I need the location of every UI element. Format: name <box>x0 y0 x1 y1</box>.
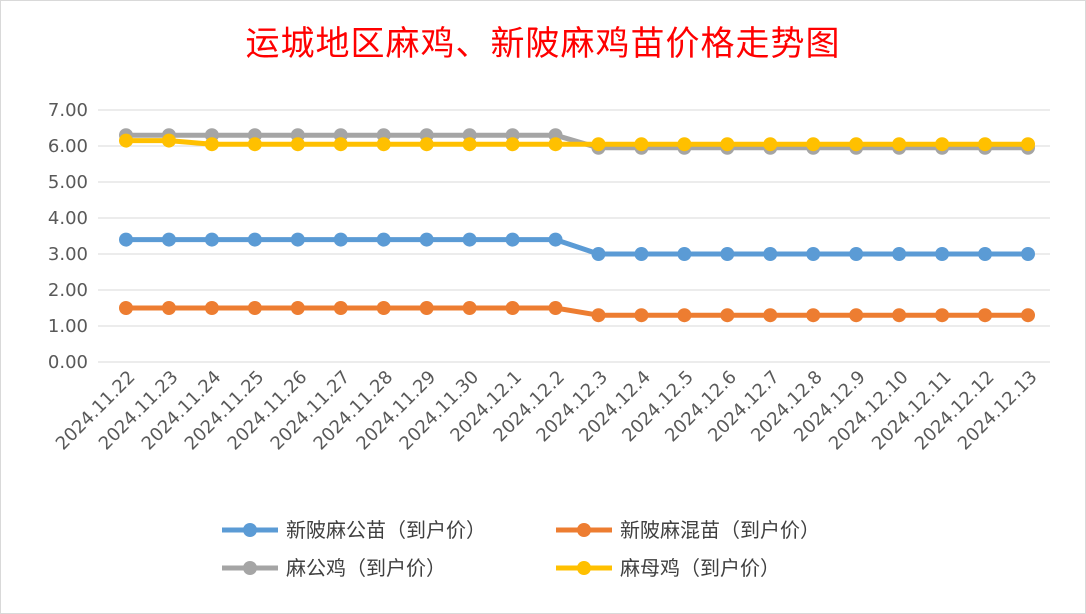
data-point <box>161 301 176 315</box>
data-point <box>462 301 477 315</box>
series-1 <box>119 301 1035 323</box>
data-point <box>720 308 735 323</box>
data-point <box>763 137 778 152</box>
data-point <box>1021 137 1035 152</box>
x-axis-ticks: 2024.11.222024.11.232024.11.242024.11.25… <box>52 367 1042 455</box>
data-point <box>290 301 305 315</box>
data-point <box>935 308 950 323</box>
data-point <box>376 301 391 315</box>
y-tick-label: 4.00 <box>48 208 88 229</box>
legend-swatch-marker <box>577 561 591 575</box>
data-point <box>806 247 821 261</box>
data-point <box>1021 247 1035 261</box>
data-point <box>119 133 133 148</box>
data-point <box>505 232 520 247</box>
data-point <box>892 137 907 152</box>
y-axis-ticks: 0.00 1.00 2.00 3.00 4.00 5.00 6.00 7.00 <box>48 100 88 373</box>
data-point <box>247 301 262 315</box>
data-point <box>548 301 563 315</box>
data-point <box>1021 308 1035 323</box>
legend-swatch-marker <box>243 561 257 575</box>
data-point <box>763 308 778 323</box>
data-point <box>290 232 305 247</box>
data-point <box>419 137 434 152</box>
data-point <box>591 247 606 261</box>
y-tick-label: 7.00 <box>48 100 88 121</box>
data-point <box>806 137 821 152</box>
legend-item: 新陂麻公苗（到户价） <box>222 518 486 542</box>
data-point <box>978 308 993 323</box>
data-point <box>419 301 434 315</box>
data-point <box>376 232 391 247</box>
legend-swatch-marker <box>243 523 257 537</box>
series-line <box>123 132 1031 151</box>
legend-item: 麻母鸡（到户价） <box>556 556 780 580</box>
y-tick-label: 1.00 <box>48 316 88 337</box>
data-point <box>333 232 348 247</box>
legend-label: 麻公鸡（到户价） <box>286 556 446 580</box>
data-point <box>892 308 907 323</box>
data-point <box>505 301 520 315</box>
y-tick-label: 5.00 <box>48 172 88 193</box>
data-point <box>634 308 649 323</box>
data-point <box>849 137 864 152</box>
legend-label: 新陂麻公苗（到户价） <box>286 518 486 542</box>
data-point <box>505 137 520 152</box>
data-point <box>677 137 692 152</box>
y-tick-label: 2.00 <box>48 280 88 301</box>
data-point <box>161 133 176 148</box>
legend-item: 麻公鸡（到户价） <box>222 556 446 580</box>
data-point <box>677 247 692 261</box>
chart-title: 运城地区麻鸡、新陂麻鸡苗价格走势图 <box>245 24 841 64</box>
legend-item: 新陂麻混苗（到户价） <box>556 518 820 542</box>
data-point <box>935 137 950 152</box>
data-point <box>978 137 993 152</box>
data-point <box>720 137 735 152</box>
data-point <box>333 301 348 315</box>
series-line <box>123 237 1031 257</box>
data-point <box>634 247 649 261</box>
y-tick-label: 0.00 <box>48 352 88 373</box>
legend-swatch-marker <box>577 523 591 537</box>
series-0 <box>119 232 1035 261</box>
data-point <box>290 137 305 152</box>
data-point <box>548 137 563 152</box>
data-point <box>161 232 176 247</box>
series-3 <box>119 133 1035 152</box>
data-point <box>119 301 133 315</box>
data-point <box>634 137 649 152</box>
data-point <box>204 301 219 315</box>
legend: 新陂麻公苗（到户价） 新陂麻混苗（到户价） 麻公鸡（到户价） 麻母鸡（到户价） <box>222 518 820 580</box>
y-tick-label: 3.00 <box>48 244 88 265</box>
data-point <box>204 232 219 247</box>
data-point <box>720 247 735 261</box>
legend-label: 麻母鸡（到户价） <box>620 556 780 580</box>
data-point <box>677 308 692 323</box>
data-point <box>849 308 864 323</box>
data-point <box>591 308 606 323</box>
data-point <box>978 247 993 261</box>
data-point <box>119 232 133 247</box>
data-point <box>763 247 778 261</box>
data-point <box>419 232 434 247</box>
data-point <box>204 137 219 152</box>
data-point <box>591 137 606 152</box>
data-point <box>548 232 563 247</box>
data-point <box>806 308 821 323</box>
legend-label: 新陂麻混苗（到户价） <box>620 518 820 542</box>
data-point <box>935 247 950 261</box>
series-line <box>123 138 1031 147</box>
data-point <box>462 137 477 152</box>
y-tick-label: 6.00 <box>48 136 88 157</box>
data-point <box>462 232 477 247</box>
data-point <box>247 232 262 247</box>
data-point <box>892 247 907 261</box>
series-lines <box>119 128 1035 323</box>
series-line <box>123 305 1031 318</box>
data-point <box>849 247 864 261</box>
data-point <box>247 137 262 152</box>
data-point <box>376 137 391 152</box>
data-point <box>333 137 348 152</box>
